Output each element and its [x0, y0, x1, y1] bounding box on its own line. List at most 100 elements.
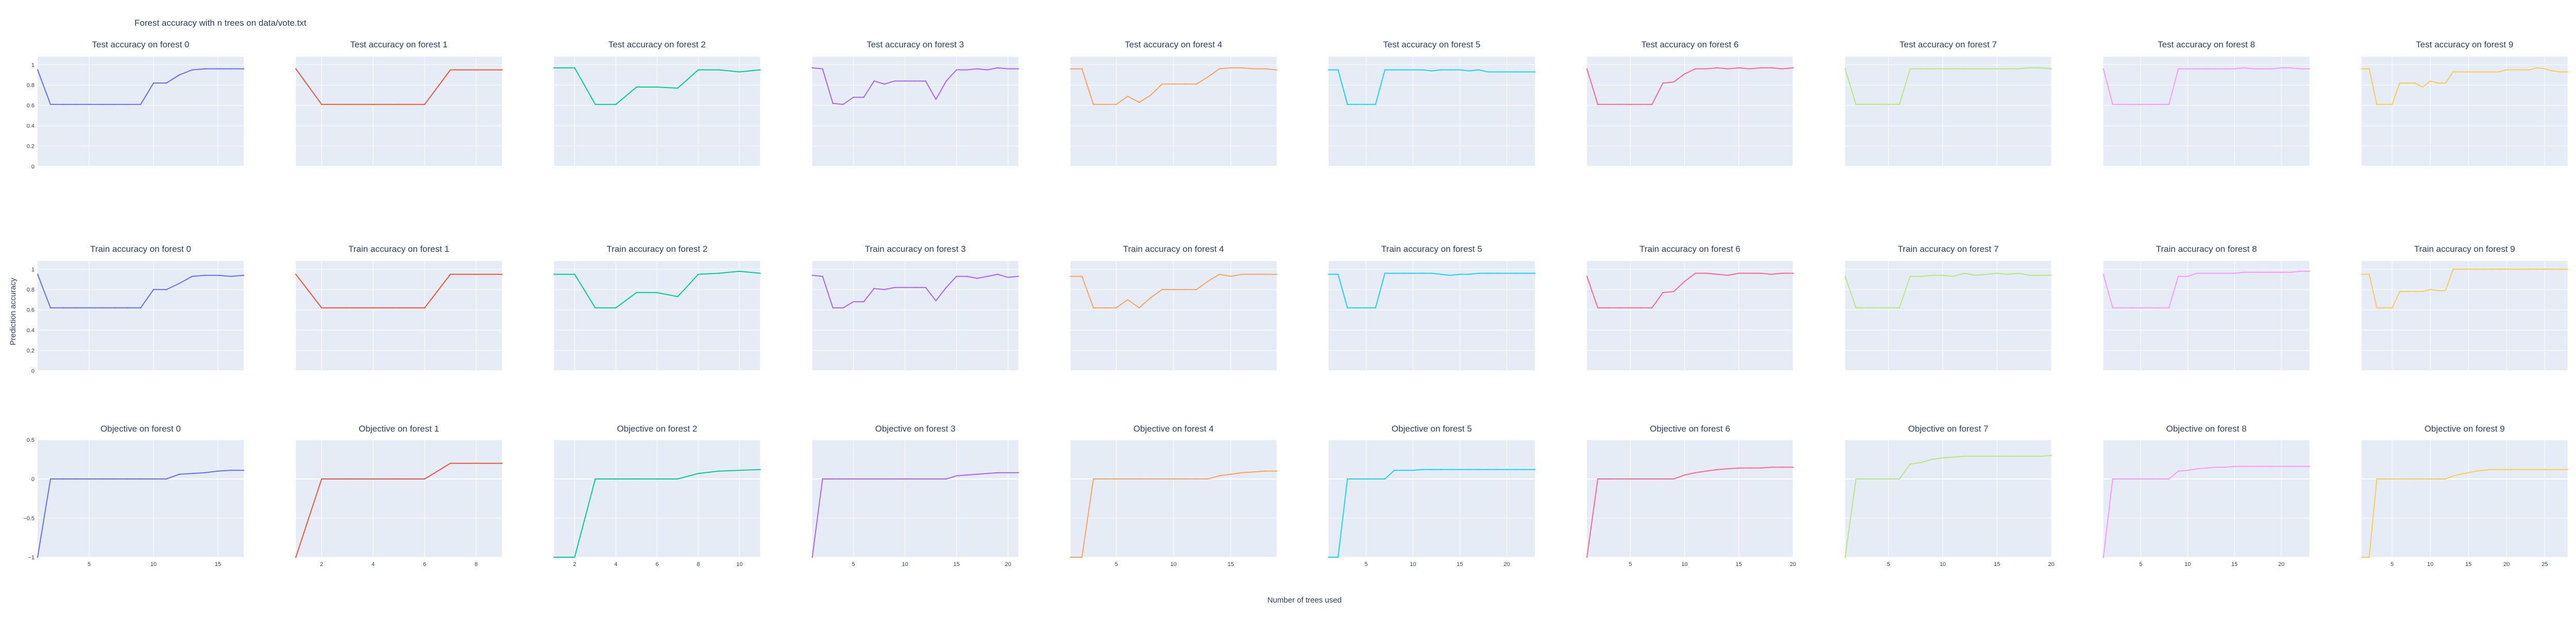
data-point	[698, 273, 699, 275]
data-point	[1230, 67, 1232, 68]
data-point	[37, 273, 39, 275]
data-point	[997, 273, 998, 275]
data-point	[1328, 556, 1330, 558]
data-point	[476, 69, 477, 71]
data-point	[1586, 556, 1588, 558]
data-point	[1877, 478, 1878, 480]
x-tick-label: 10	[736, 561, 742, 568]
data-point	[1727, 68, 1729, 70]
data-point	[1597, 478, 1599, 480]
data-point	[1877, 307, 1878, 308]
data-point	[1942, 68, 1944, 70]
data-point	[997, 472, 998, 474]
x-tick-label: 15	[1228, 561, 1234, 568]
data-point	[1953, 276, 1955, 277]
data-point	[1920, 68, 1922, 70]
data-point	[1534, 469, 1536, 470]
data-point	[1759, 272, 1761, 274]
data-point	[863, 96, 865, 98]
plot-area	[1845, 57, 2052, 166]
data-point	[2361, 68, 2362, 70]
subplot-objective-0: −1 −0.5 0 0.5 5 10 15 Objective on forest 0	[23, 424, 245, 568]
data-point	[2140, 307, 2142, 308]
data-point	[2280, 271, 2282, 273]
data-point	[1184, 289, 1186, 290]
data-point	[62, 104, 64, 105]
data-point	[191, 69, 193, 71]
subplot-objective-8: 5 10 15 20 Objective on forest 8	[2103, 424, 2310, 568]
data-point	[2159, 307, 2160, 308]
y-tick-label: 0.6	[27, 103, 35, 109]
data-point	[2399, 290, 2401, 293]
data-point	[2490, 268, 2492, 270]
data-point	[2483, 71, 2485, 73]
data-point	[739, 470, 740, 471]
plot-area	[2103, 261, 2310, 371]
data-point	[178, 74, 180, 76]
data-point	[2159, 104, 2160, 105]
data-point	[2233, 466, 2235, 467]
data-point	[904, 80, 906, 82]
data-point	[75, 478, 77, 480]
data-point	[1608, 104, 1609, 105]
data-point	[884, 289, 885, 290]
data-point	[2206, 467, 2207, 469]
data-point	[2498, 469, 2500, 470]
data-point	[1888, 307, 1889, 308]
data-point	[49, 478, 52, 480]
y-tick-label: 0.2	[27, 144, 35, 150]
data-point	[987, 276, 988, 277]
data-point	[832, 478, 834, 480]
data-point	[2177, 276, 2179, 277]
data-point	[2460, 473, 2462, 475]
data-point	[1738, 467, 1740, 469]
subplot-title: Objective on forest 7	[1908, 424, 1988, 434]
data-point	[2437, 289, 2439, 291]
data-point	[1855, 307, 1857, 308]
data-point	[217, 68, 219, 70]
data-point	[1450, 469, 1451, 470]
x-tick-label: 10	[902, 561, 908, 568]
data-point	[424, 478, 426, 480]
data-point	[101, 307, 103, 308]
data-point	[2452, 475, 2454, 477]
data-point	[2149, 478, 2151, 480]
data-point	[987, 473, 988, 474]
data-point	[2018, 272, 2020, 274]
data-point	[945, 80, 947, 82]
data-point	[615, 307, 617, 308]
data-point	[2406, 82, 2408, 84]
data-point	[2029, 455, 2030, 457]
data-point	[2299, 270, 2301, 272]
data-point	[2112, 307, 2113, 308]
data-point	[914, 287, 916, 288]
series-line-forest-6	[1586, 67, 1793, 105]
data-point	[1630, 307, 1631, 308]
data-point	[1431, 469, 1433, 470]
subplot-title: Objective on forest 8	[2166, 424, 2247, 434]
data-point	[2399, 82, 2401, 84]
subplot-title: Test accuracy on forest 1	[350, 40, 448, 49]
data-point	[1196, 289, 1197, 290]
subplot-test-2: Test accuracy on forest 2	[553, 40, 761, 167]
plot-area	[812, 440, 1019, 557]
data-point	[243, 68, 245, 70]
plot-area	[38, 57, 244, 166]
data-point	[2029, 274, 2030, 276]
data-point	[424, 307, 426, 308]
data-point	[2196, 68, 2198, 70]
x-tick-label: 10	[1171, 561, 1177, 568]
data-point	[49, 104, 52, 105]
data-point	[295, 273, 297, 275]
data-point	[1421, 272, 1423, 274]
data-point	[2103, 68, 2104, 70]
data-point	[1942, 274, 1944, 276]
subplot-objective-9: 5 10 15 20 25 Objective on forest 9	[2361, 424, 2568, 568]
data-point	[2460, 71, 2462, 73]
data-point	[2559, 71, 2561, 73]
data-point	[2506, 469, 2507, 470]
subplot-title: Test accuracy on forest 7	[1900, 40, 1997, 49]
subplot-train-4: Train accuracy on forest 4	[1070, 244, 1277, 371]
data-point	[1974, 274, 1976, 276]
